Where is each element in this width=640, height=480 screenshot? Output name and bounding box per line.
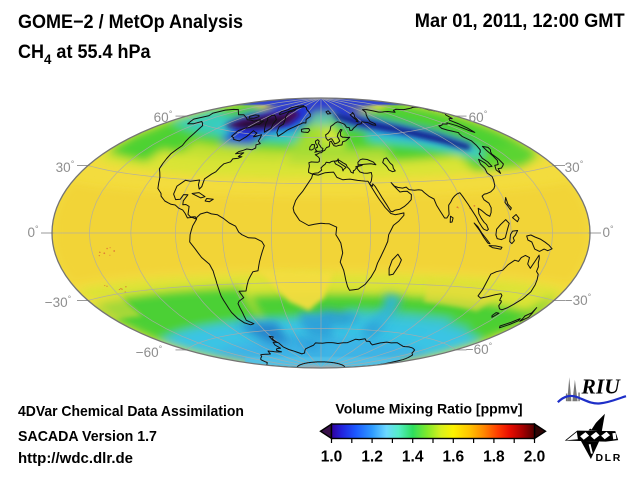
svg-text:0°: 0° (27, 224, 39, 240)
svg-text:−60°: −60° (466, 341, 493, 357)
svg-text:0°: 0° (602, 224, 614, 240)
svg-text:1.2: 1.2 (361, 449, 383, 466)
svg-text:30°: 30° (56, 159, 75, 175)
svg-text:RIU: RIU (581, 375, 622, 399)
svg-text:Volume Mixing Ratio [ppmv]: Volume Mixing Ratio [ppmv] (335, 401, 522, 417)
svg-text:−30°: −30° (45, 294, 72, 310)
svg-text:60°: 60° (469, 109, 488, 125)
svg-text:2.0: 2.0 (524, 449, 546, 466)
svg-text:30°: 30° (565, 159, 584, 175)
svg-text:1.8: 1.8 (483, 449, 505, 466)
svg-text:−30°: −30° (565, 292, 592, 308)
svg-text:DLR: DLR (596, 452, 622, 464)
svg-text:1.4: 1.4 (402, 449, 424, 466)
svg-text:1.0: 1.0 (321, 449, 343, 466)
svg-text:−60°: −60° (136, 344, 163, 360)
svg-text:1.6: 1.6 (443, 449, 465, 466)
svg-text:60°: 60° (154, 109, 173, 125)
